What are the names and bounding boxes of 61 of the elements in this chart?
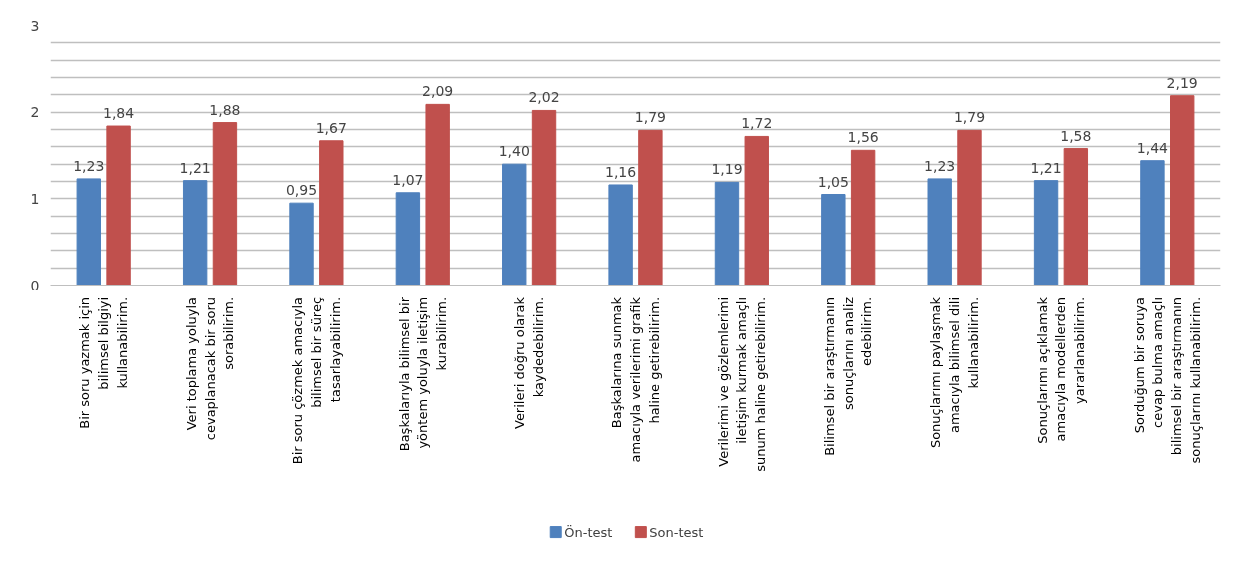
y-tick-label: 2 <box>30 104 40 121</box>
bar <box>395 192 421 286</box>
data-label: 1,58 <box>1060 127 1092 144</box>
x-tick-label: Başkalarıyla bilimsel bir yöntem yoluyla iletişim kurabilirim. <box>396 296 450 452</box>
data-label: 1,79 <box>634 109 666 126</box>
bar <box>319 140 344 286</box>
bar <box>821 194 846 286</box>
x-tick-label: Bilimsel bir araştırmanın sonuçlarını analiz edebilirim. <box>821 296 875 456</box>
data-label: 1,88 <box>209 101 241 118</box>
bar <box>1033 180 1059 286</box>
bar <box>714 181 740 286</box>
data-label: 1,67 <box>315 119 347 136</box>
bar <box>1063 148 1089 286</box>
bar <box>76 178 101 286</box>
x-tick-label: Verileri doğru olarak kaydedebilirim. <box>512 296 547 430</box>
data-label: 2,02 <box>528 89 560 106</box>
bar <box>1140 160 1165 286</box>
x-tick-label: Sorduğum bir soruya cevap bulma amaçlı bilimsel bir araştırmanın sonuçlarını kullanabilirim. <box>1131 296 1203 464</box>
y-tick-label: 1 <box>30 190 40 207</box>
x-tick-label: Veri toplama yoluyla cevaplanacak bir soru sorabilirim. <box>183 296 237 441</box>
data-label: 1,21 <box>179 159 211 176</box>
data-label: 1,23 <box>924 157 956 174</box>
bar <box>212 122 238 286</box>
x-tick-label: Başkalarına sunmak amacıyla verilerimi grafik haline getirebilirim. <box>609 296 662 463</box>
bar <box>289 202 314 286</box>
bar <box>957 129 982 286</box>
data-label: 1,44 <box>1136 139 1169 156</box>
bar <box>106 125 131 286</box>
data-label: 1,79 <box>953 109 986 126</box>
data-label: 1,21 <box>1030 159 1062 176</box>
bar <box>608 184 633 286</box>
data-label: 1,56 <box>847 129 879 146</box>
bar <box>850 149 876 286</box>
bar <box>502 163 527 286</box>
data-label: 1,07 <box>392 171 424 188</box>
data-label: 1,05 <box>817 173 849 190</box>
data-label: 1,23 <box>73 157 105 174</box>
legend-label: Ön-test <box>564 523 613 540</box>
y-tick-label: 3 <box>30 17 40 34</box>
legend-label: Son-test <box>649 524 704 540</box>
data-label: 2,19 <box>1166 74 1198 91</box>
x-tick-label: Bir soru çözmek amacıyla bilimsel bir süreç tasarlayabilirim. <box>290 296 343 465</box>
data-label: 1,72 <box>741 115 773 132</box>
x-tick-label: Sonuçlarımı açıklamak amacıyla modellerden yararlanabilirim. <box>1034 296 1088 444</box>
bar <box>638 129 663 286</box>
x-tick-label: Bir soru yazmak için bilimsel bilgiyi kullanabilirim. <box>77 296 130 429</box>
y-tick-label: 0 <box>30 277 40 294</box>
bar <box>182 180 208 286</box>
bar <box>927 178 952 286</box>
data-label: 1,16 <box>605 163 637 180</box>
x-tick-label: Verilerimi ve gözlemlerimi iletişim kurmak amaçlı sunum haline getirebilirim. <box>715 296 769 472</box>
data-label: 1,40 <box>498 143 530 160</box>
bar <box>531 109 557 286</box>
data-label: 0,95 <box>285 182 318 199</box>
data-label: 1,84 <box>102 105 135 122</box>
bar <box>425 103 450 286</box>
data-label: 2,09 <box>422 83 454 100</box>
bar <box>744 135 769 286</box>
x-tick-label: Sonuçlarımı paylaşmak amacıyla bilimsel dili kullanabilirim. <box>928 296 981 449</box>
bar <box>1170 95 1195 286</box>
data-label: 1,19 <box>711 161 743 178</box>
